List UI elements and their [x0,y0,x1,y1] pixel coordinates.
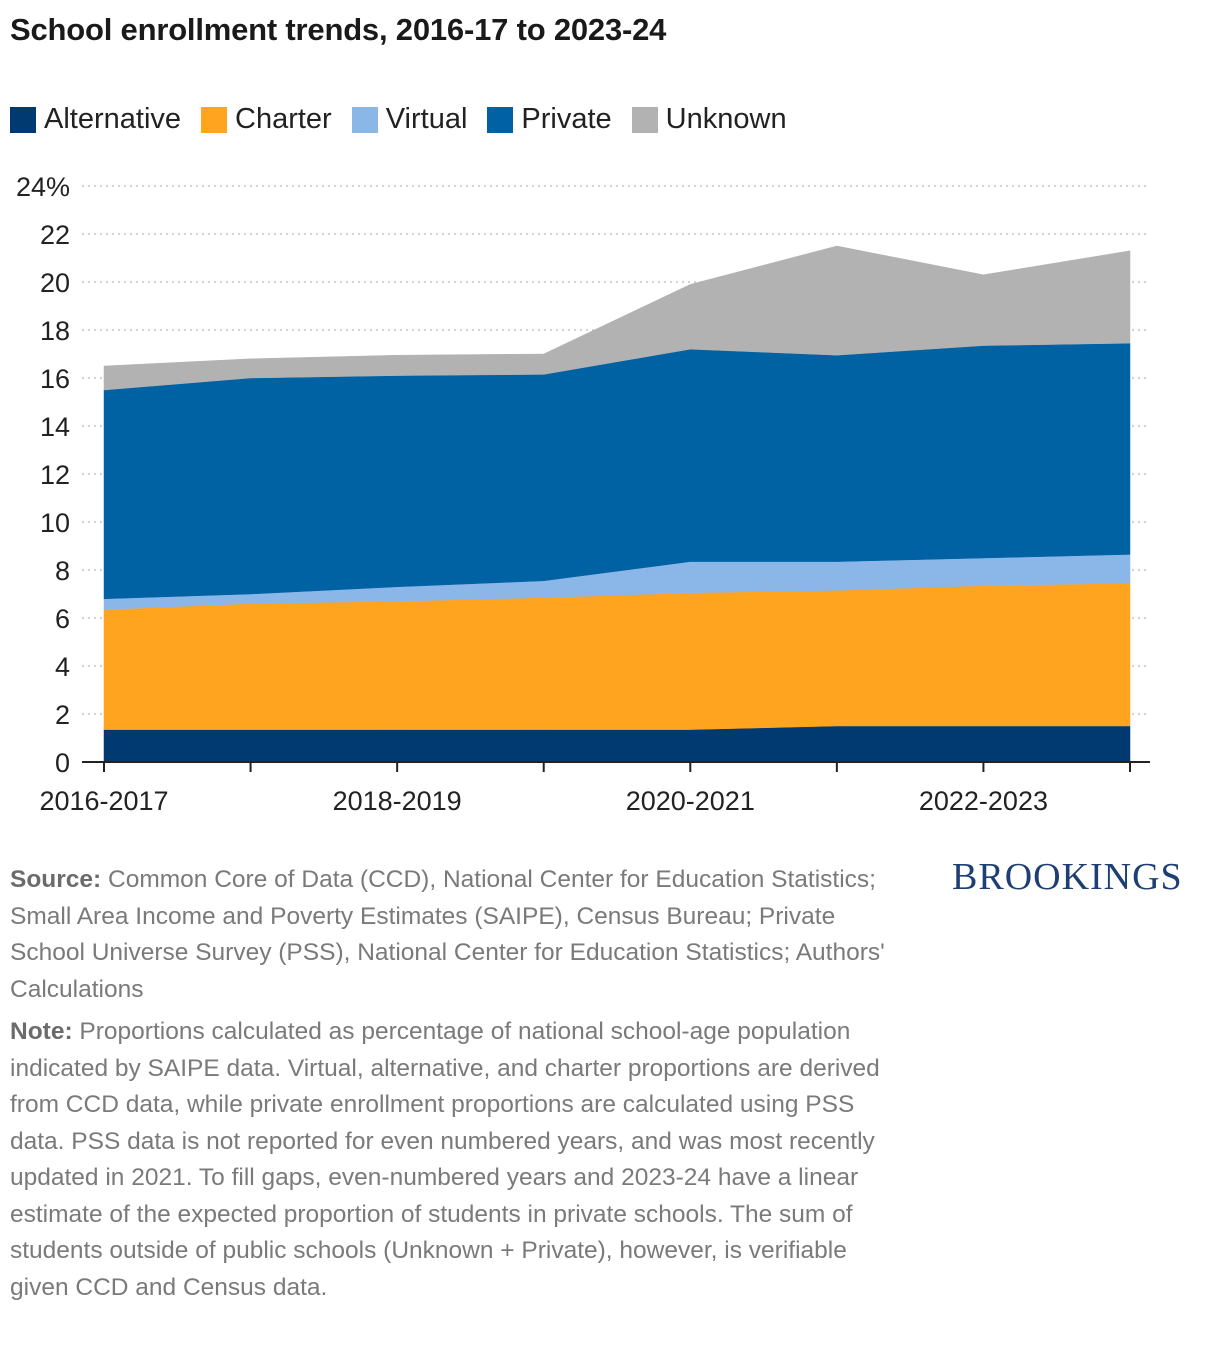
x-axis [82,761,1150,772]
area-charter [103,582,1131,730]
legend-label-virtual: Virtual [385,103,468,135]
y-tick-label-2: 2 [55,700,70,730]
area-alternative [103,725,1131,763]
legend-label-private: Private [521,103,612,135]
source-note: Source: Common Core of Data (CCD), Natio… [10,862,910,1008]
y-tick-label-8: 8 [55,556,70,586]
legend-swatch-alternative [10,106,36,133]
note-text: Proportions calculated as percentage of … [10,1018,880,1301]
legend-swatch-unknown [631,106,658,133]
x-tick-label-2018-2019: 2018-2019 [333,786,462,816]
y-tick-label-10: 10 [40,508,70,538]
legend-item-charter: Charter [201,103,332,136]
note-label: Note: [10,1018,73,1045]
legend-label-alternative: Alternative [44,103,182,135]
legend-swatch-private [487,106,514,133]
legend-item-private: Private [487,103,612,136]
y-tick-label-14: 14 [40,412,70,442]
x-tick-label-2022-2023: 2022-2023 [919,786,1048,816]
y-tick-label-12: 12 [40,460,70,490]
legend-label-unknown: Unknown [665,103,787,135]
area-unknown [103,245,1131,391]
y-tick-label-24: 24% [16,172,70,202]
legend: Alternative Charter Virtual Private Unkn… [10,103,807,136]
footer-notes: Source: Common Core of Data (CCD), Natio… [10,862,910,1312]
legend-label-charter: Charter [235,103,332,135]
brookings-logo: BROOKINGS [952,856,1183,898]
note: Note: Proportions calculated as percenta… [10,1014,910,1306]
x-tick-label-2020-2021: 2020-2021 [626,786,755,816]
y-tick-label-6: 6 [55,604,70,634]
legend-item-alternative: Alternative [10,103,181,136]
legend-item-virtual: Virtual [351,103,468,136]
y-tick-label-0: 0 [55,748,70,778]
legend-swatch-virtual [351,106,378,133]
legend-swatch-charter [201,106,228,133]
x-tick-label-2016-2017: 2016-2017 [39,786,168,816]
y-tick-label-18: 18 [40,316,70,346]
legend-item-unknown: Unknown [631,103,787,136]
y-tick-label-4: 4 [55,652,70,682]
source-text: Common Core of Data (CCD), National Cent… [10,866,885,1003]
source-label: Source: [10,866,102,893]
y-tick-label-22: 22 [40,220,70,250]
y-tick-label-20: 20 [40,268,70,298]
chart-title: School enrollment trends, 2016-17 to 202… [10,12,667,47]
area-series-group [103,245,1131,763]
x-axis-labels: 2016-2017 2018-2019 2020-2021 2022-2023 [39,786,1048,816]
y-tick-label-16: 16 [40,364,70,394]
